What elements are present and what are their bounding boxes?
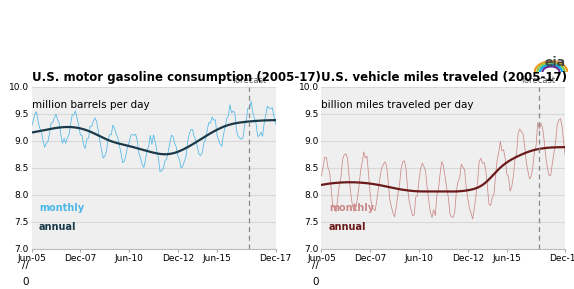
Text: monthly: monthly <box>329 203 374 213</box>
Text: U.S. motor gasoline consumption (2005-17): U.S. motor gasoline consumption (2005-17… <box>32 71 320 84</box>
Text: forecast: forecast <box>522 76 556 85</box>
Text: U.S. vehicle miles traveled (2005-17): U.S. vehicle miles traveled (2005-17) <box>321 71 568 84</box>
Text: monthly: monthly <box>39 203 84 213</box>
Text: 0: 0 <box>312 277 319 288</box>
Text: eia: eia <box>544 56 565 69</box>
Text: //: // <box>22 260 29 270</box>
Text: billion miles traveled per day: billion miles traveled per day <box>321 100 474 110</box>
Text: annual: annual <box>329 222 366 232</box>
Text: //: // <box>312 260 319 270</box>
Text: forecast: forecast <box>232 76 266 85</box>
Text: million barrels per day: million barrels per day <box>32 100 149 110</box>
Text: annual: annual <box>39 222 76 232</box>
Text: 0: 0 <box>22 277 29 288</box>
